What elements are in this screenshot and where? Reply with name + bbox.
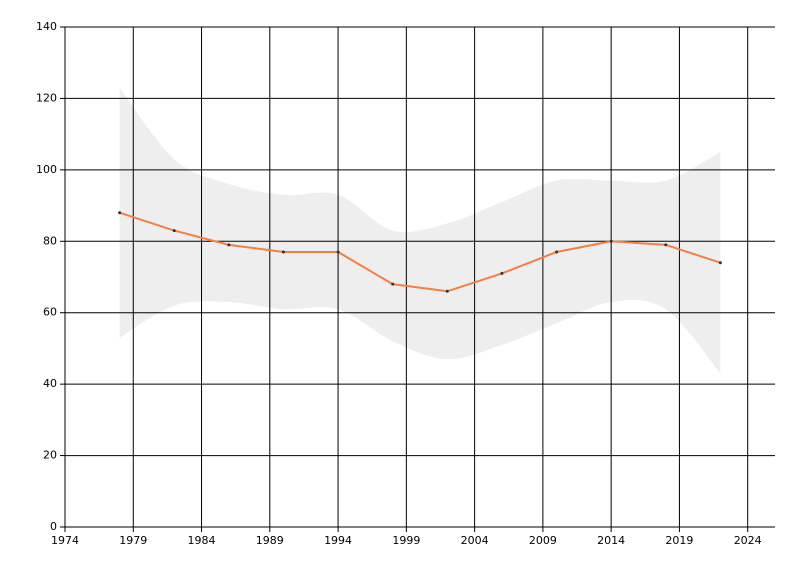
y-tick-label: 80 xyxy=(43,234,57,247)
series-line xyxy=(119,211,721,293)
y-tick-label: 120 xyxy=(36,91,57,104)
y-tick-label: 40 xyxy=(43,377,57,390)
x-tick-label: 1974 xyxy=(51,534,79,547)
x-tick-label: 2009 xyxy=(529,534,557,547)
y-tick-label: 0 xyxy=(50,520,57,533)
x-tick-label: 1979 xyxy=(119,534,147,547)
x-tick-label: 1984 xyxy=(188,534,216,547)
y-tick-label: 100 xyxy=(36,163,57,176)
data-point xyxy=(445,289,449,293)
x-tick-label: 1999 xyxy=(392,534,420,547)
data-point xyxy=(118,211,122,215)
data-point xyxy=(609,239,613,243)
x-tick-label: 2024 xyxy=(734,534,762,547)
data-point xyxy=(172,229,176,233)
x-tick-label: 2004 xyxy=(461,534,489,547)
y-tick-label: 20 xyxy=(43,449,57,462)
data-point xyxy=(664,243,668,247)
data-point xyxy=(555,250,559,254)
data-point xyxy=(718,261,722,265)
data-point xyxy=(336,250,340,254)
data-point xyxy=(281,250,285,254)
x-tick-label: 1989 xyxy=(256,534,284,547)
data-point xyxy=(391,282,395,286)
y-tick-label: 60 xyxy=(43,306,57,319)
y-tick-label: 140 xyxy=(36,20,57,33)
data-point xyxy=(227,243,231,247)
confidence-band xyxy=(119,87,721,374)
x-tick-label: 2014 xyxy=(597,534,625,547)
data-point xyxy=(500,271,504,275)
x-tick-label: 1994 xyxy=(324,534,352,547)
x-tick-label: 2019 xyxy=(665,534,693,547)
